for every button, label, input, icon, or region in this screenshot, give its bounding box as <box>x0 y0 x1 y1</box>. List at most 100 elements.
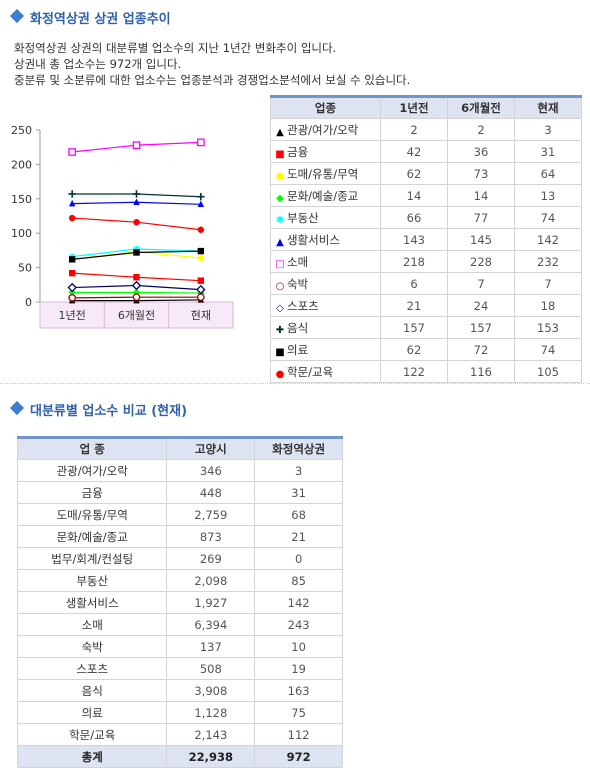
value-goyang: 508 <box>166 657 256 680</box>
section-title: 화정역상권 상권 업종추이 <box>30 12 171 27</box>
value-hwajeong: 19 <box>254 657 343 680</box>
row-category: ● 학문/교육 <box>270 360 381 383</box>
data-point <box>197 277 205 284</box>
data-point <box>133 274 140 281</box>
data-point <box>133 245 140 253</box>
section-title: 대분류별 업소수 비교 (현재) <box>30 404 188 419</box>
table-row: 스포츠 508 19 <box>16 657 343 680</box>
value-1-year-ago: 66 <box>380 206 448 229</box>
value-hwajeong: 21 <box>254 525 343 548</box>
value-6-months-ago: 24 <box>447 294 515 317</box>
data-point <box>132 190 141 198</box>
table-row: 도매/유통/무역 2,759 68 <box>16 503 343 526</box>
value-hwajeong: 10 <box>254 635 343 658</box>
value-6-months-ago: 2 <box>447 118 515 141</box>
section-header-trend: 화정역상권 상권 업종추이 <box>9 8 580 28</box>
y-tick-label: 250 <box>11 124 32 137</box>
table-row: ■ 금융 42 36 31 <box>270 140 582 163</box>
row-category: □ 소매 <box>270 250 381 273</box>
value-current: 64 <box>514 162 582 185</box>
row-category-label: 숙박 <box>287 276 309 291</box>
row-category-label: 관광/여가/오락 <box>287 122 359 137</box>
table-row: 법무/회계/컨설팅 269 0 <box>16 547 343 570</box>
value-1-year-ago: 62 <box>380 338 448 361</box>
value-current: 7 <box>514 272 582 295</box>
row-category: ● 도매/유통/무역 <box>270 162 381 185</box>
value-current: 31 <box>514 140 582 163</box>
data-point <box>196 293 205 302</box>
value-current: 232 <box>514 250 582 273</box>
legend-marker-icon: ◆ <box>276 192 284 204</box>
legend-marker-icon: ✱ <box>275 214 285 226</box>
row-category: 법무/회계/컨설팅 <box>16 547 168 570</box>
value-current: 105 <box>514 360 582 383</box>
value-hwajeong: 142 <box>254 591 343 614</box>
row-category-label: 소매 <box>287 254 309 269</box>
row-category: ○ 숙박 <box>270 272 381 295</box>
legend-marker-icon: ▲ <box>276 236 284 248</box>
table-row: ◆ 문화/예술/종교 14 14 13 <box>270 184 582 207</box>
table-row: ✱ 부동산 66 77 74 <box>270 206 582 229</box>
x-tick-label: 현재 <box>191 309 211 322</box>
value-goyang: 2,759 <box>166 503 256 526</box>
row-category-label: 스포츠 <box>287 298 319 313</box>
value-6-months-ago: 14 <box>447 184 515 207</box>
data-point <box>197 193 205 201</box>
total-goyang: 22,938 <box>166 745 256 768</box>
data-point <box>196 284 206 295</box>
value-current: 142 <box>514 228 582 251</box>
x-tick-label: 1년전 <box>59 309 86 322</box>
table-row: ▲ 생활서비스 143 145 142 <box>270 228 582 251</box>
header-1-year-ago: 1년전 <box>380 96 448 119</box>
value-current: 74 <box>514 338 582 361</box>
comparison-table: 업 종 고양시 화정역상권 관광/여가/오락 346 3 금융 448 31 도매/유통/무… <box>16 436 343 768</box>
row-category: ✱ 부동산 <box>270 206 381 229</box>
table-row: ◇ 스포츠 21 24 18 <box>270 294 582 317</box>
value-1-year-ago: 122 <box>380 360 448 383</box>
table-row: ○ 숙박 6 7 7 <box>270 272 582 295</box>
legend-marker-icon: ✚ <box>275 324 285 336</box>
value-goyang: 448 <box>166 481 256 504</box>
value-6-months-ago: 157 <box>447 316 515 339</box>
value-goyang: 346 <box>166 459 256 482</box>
value-hwajeong: 0 <box>254 547 343 570</box>
y-tick-label: 200 <box>11 158 32 171</box>
row-category: ▲ 생활서비스 <box>270 228 381 251</box>
value-6-months-ago: 116 <box>447 360 515 383</box>
value-current: 3 <box>514 118 582 141</box>
row-category: 학문/교육 <box>16 723 168 746</box>
row-category-label: 학문/교육 <box>287 364 334 379</box>
row-category-label: 의료 <box>287 342 309 357</box>
table-row: ● 도매/유통/무역 62 73 64 <box>270 162 582 185</box>
value-1-year-ago: 143 <box>380 228 448 251</box>
data-point <box>197 226 205 233</box>
value-6-months-ago: 7 <box>447 272 515 295</box>
row-category-label: 문화/예술/종교 <box>287 188 359 203</box>
row-category: 생활서비스 <box>16 591 168 614</box>
data-point <box>68 294 77 302</box>
data-point <box>132 141 141 149</box>
value-current: 18 <box>514 294 582 317</box>
header-category: 업 종 <box>16 437 168 460</box>
data-point <box>131 280 142 291</box>
value-goyang: 1,128 <box>166 701 256 724</box>
table-row: 학문/교육 2,143 112 <box>16 723 343 746</box>
row-category: ◇ 스포츠 <box>270 294 381 317</box>
value-hwajeong: 85 <box>254 569 343 592</box>
value-1-year-ago: 218 <box>380 250 448 273</box>
row-category-label: 음식 <box>287 320 309 335</box>
table-header-row: 업종 1년전 6개월전 현재 <box>270 96 582 119</box>
table-row: □ 소매 218 228 232 <box>270 250 582 273</box>
table-row: 숙박 137 10 <box>16 635 343 658</box>
row-category: 스포츠 <box>16 657 168 680</box>
value-current: 74 <box>514 206 582 229</box>
value-goyang: 2,098 <box>166 569 256 592</box>
legend-marker-icon: ■ <box>275 346 285 358</box>
value-hwajeong: 112 <box>254 723 343 746</box>
legend-marker-icon: ■ <box>275 148 285 160</box>
data-point <box>68 288 76 297</box>
data-point <box>67 282 77 293</box>
row-category: 금융 <box>16 481 168 504</box>
table-row: ✚ 음식 157 157 153 <box>270 316 582 339</box>
header-hwajeong: 화정역상권 <box>254 437 343 460</box>
